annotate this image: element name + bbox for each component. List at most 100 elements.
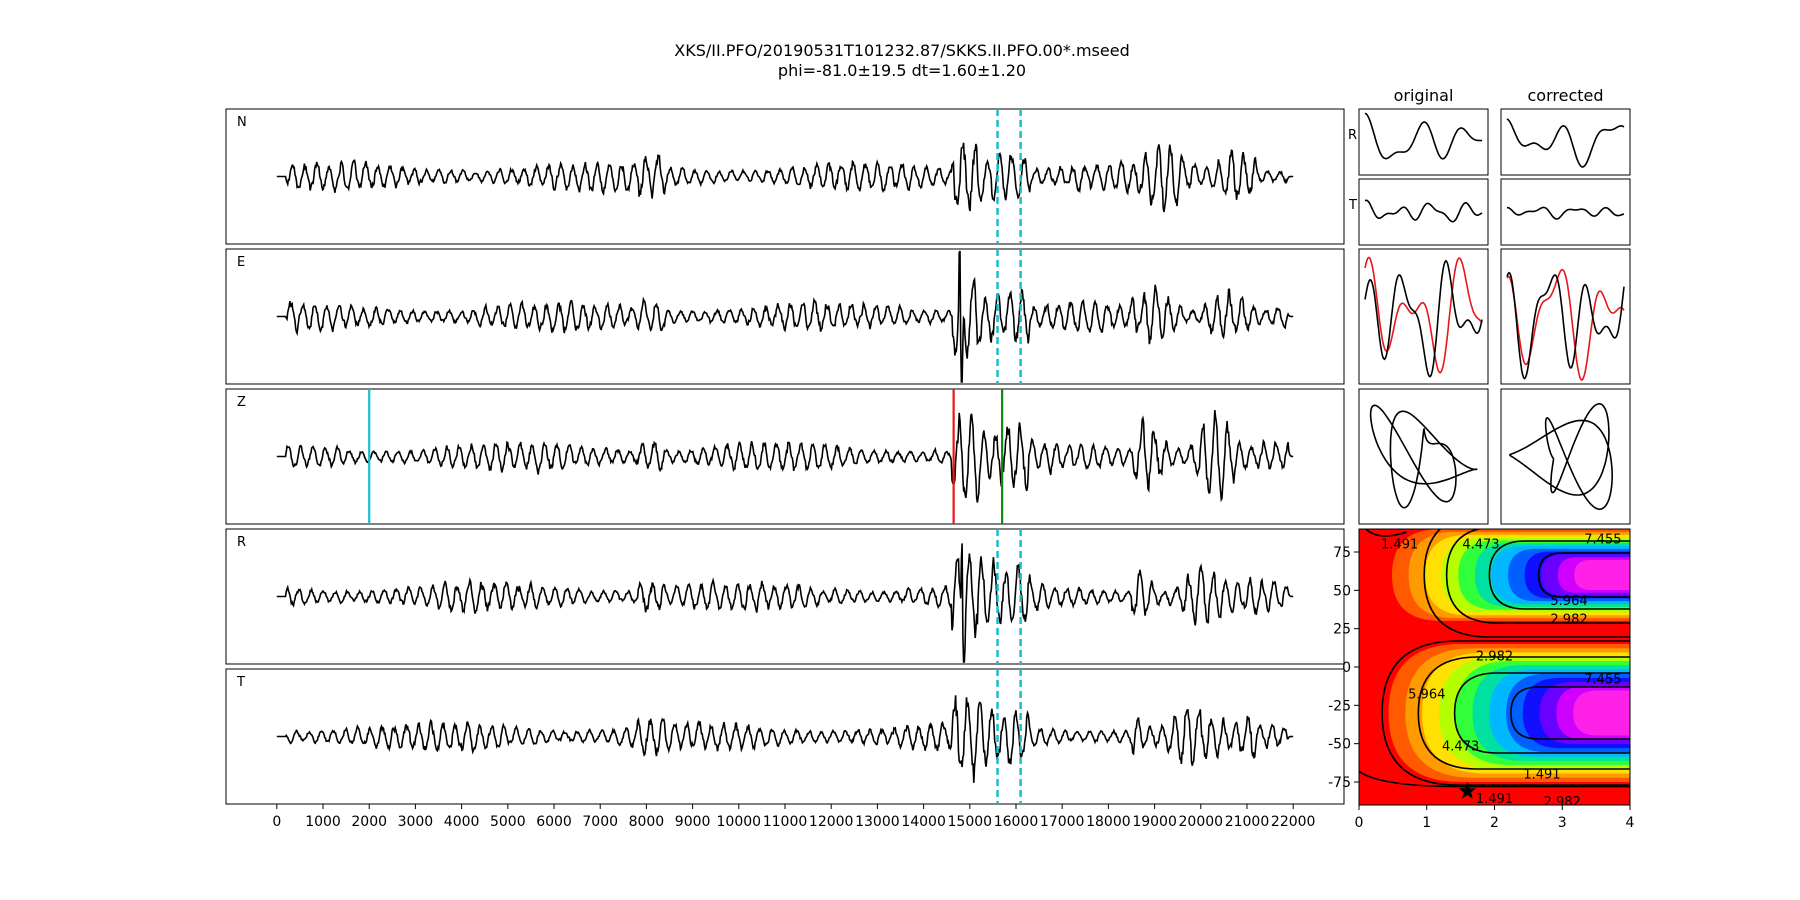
trace-panels: N E Z R T 0 1000 2000 3000 4000 5000 6000 7000 8000 90… — [225, 108, 1345, 830]
trace-panel-R: R — [225, 528, 1345, 665]
grid-content: 1.491 4.473 7.455 5.964 2.982 2.982 7.455 5.964… — [1359, 529, 1630, 810]
grid-x-tick-label: 1 — [1422, 815, 1431, 831]
column-title-original: original — [1394, 86, 1454, 105]
x-tick-label: 17000 — [1040, 814, 1085, 830]
contour-label: 4.473 — [1442, 740, 1479, 755]
trace-panel-frame — [225, 528, 1345, 665]
waveform-R — [276, 543, 1294, 663]
figure-subtitle: phi=-81.0±19.5 dt=1.60±1.20 — [778, 61, 1026, 80]
trace-panel-label: N — [237, 115, 247, 130]
x-tick-label: 10000 — [717, 814, 762, 830]
pm-cell — [1500, 108, 1631, 176]
contour-label: 4.473 — [1462, 537, 1499, 552]
upper-contour — [1423, 529, 1630, 638]
upper-contour — [1537, 552, 1630, 598]
pm-slow-wave — [1506, 271, 1625, 380]
trace-panel-frame — [225, 668, 1345, 805]
trace-panel-Z: Z — [225, 388, 1345, 525]
x-tick-label: 2000 — [351, 814, 387, 830]
pm-fast-wave — [1364, 256, 1483, 374]
pm-radial-wave — [1506, 118, 1625, 168]
x-tick-label: 11000 — [763, 814, 808, 830]
row-label-T: T — [1348, 198, 1357, 213]
pm-cell — [1358, 108, 1489, 176]
pm-slow-wave — [1364, 259, 1483, 378]
grid-y-tick-label: 0 — [1342, 660, 1351, 676]
trace-panel-label: T — [236, 675, 245, 690]
pm-transverse-wave — [1364, 199, 1483, 223]
grid-x-tick-label: 0 — [1355, 815, 1364, 831]
pm-frame — [1500, 248, 1631, 385]
bottom-contour — [1359, 770, 1630, 788]
lower-contour — [1453, 672, 1630, 754]
x-tick-label: 1000 — [305, 814, 341, 830]
row-label-R: R — [1348, 128, 1357, 143]
contour-label: 7.455 — [1584, 672, 1621, 687]
pm-cell — [1500, 248, 1631, 385]
x-tick-label: 9000 — [675, 814, 711, 830]
contour-label: 5.964 — [1408, 688, 1445, 703]
trace-panel-frame — [225, 108, 1345, 245]
column-title-corrected: corrected — [1527, 86, 1603, 105]
trace-panel-T: T 0 1000 2000 3000 4000 5000 6000 7000 8000 9000 10… — [225, 668, 1345, 830]
contour-label: 2.982 — [1544, 795, 1581, 810]
x-tick-label: 12000 — [809, 814, 854, 830]
contour-label: 7.455 — [1584, 533, 1621, 548]
trace-panel-E: E — [225, 248, 1345, 385]
trace-panel-frame — [225, 248, 1345, 385]
waveform-T — [276, 695, 1294, 783]
waveform-N — [276, 142, 1294, 213]
pm-cell — [1358, 178, 1489, 246]
lower-contour — [1510, 686, 1630, 740]
energy-grid-panel: 1.491 4.473 7.455 5.964 2.982 2.982 7.455 5.964… — [1328, 528, 1635, 831]
x-tick-label: 0 — [272, 814, 281, 830]
grid-y-tick-label: -50 — [1328, 737, 1351, 753]
pm-transverse-wave — [1506, 206, 1625, 220]
trace-panel-label: R — [237, 535, 246, 550]
contour-label: 5.964 — [1550, 594, 1587, 609]
lower-lobe-band — [1573, 690, 1630, 736]
grid-y-tick-label: 50 — [1333, 583, 1351, 599]
contour-label: 2.982 — [1550, 612, 1587, 627]
pm-frame — [1500, 108, 1631, 176]
pm-cell — [1500, 178, 1631, 246]
best-fit-star — [1458, 782, 1476, 799]
upper-contour — [1445, 529, 1630, 624]
top-contour — [1365, 529, 1407, 537]
figure-title: XKS/II.PFO/20190531T101232.87/SKKS.II.PF… — [674, 41, 1129, 60]
x-tick-label: 22000 — [1271, 814, 1316, 830]
lower-contour — [1417, 656, 1630, 770]
contour-label: 1.491 — [1476, 792, 1513, 807]
waveform-Z — [276, 410, 1294, 503]
upper-contour — [1488, 540, 1630, 610]
x-tick-label: 4000 — [444, 814, 480, 830]
pm-particle-motion — [1369, 404, 1478, 509]
x-tick-label: 13000 — [855, 814, 900, 830]
upper-lobe-band — [1574, 560, 1630, 590]
grid-x-tick-label: 4 — [1626, 815, 1635, 831]
x-tick-label: 21000 — [1225, 814, 1270, 830]
grid-x-tick-label: 2 — [1490, 815, 1499, 831]
trace-panel-label: E — [237, 255, 245, 270]
pm-frame — [1358, 178, 1489, 246]
grid-y-tick-label: 75 — [1333, 545, 1351, 561]
x-tick-label: 8000 — [629, 814, 665, 830]
pm-cell — [1358, 248, 1489, 385]
x-tick-label: 3000 — [398, 814, 434, 830]
pm-frame — [1358, 108, 1489, 176]
x-tick-label: 7000 — [582, 814, 618, 830]
grid-x-tick-label: 3 — [1558, 815, 1567, 831]
pm-frame — [1358, 248, 1489, 385]
pm-particle-motion — [1509, 402, 1614, 511]
x-tick-label: 14000 — [901, 814, 946, 830]
pm-radial-wave — [1364, 112, 1483, 160]
x-tick-label: 6000 — [536, 814, 572, 830]
x-tick-label: 20000 — [1179, 814, 1224, 830]
pm-fast-wave — [1506, 268, 1625, 381]
particle-motion-panels: original corrected R T — [1348, 86, 1631, 525]
pm-cell — [1358, 388, 1489, 525]
grid-y-tick-label: -25 — [1328, 698, 1351, 714]
trace-panel-label: Z — [237, 395, 246, 410]
grid-y-tick-label: -75 — [1328, 775, 1351, 791]
